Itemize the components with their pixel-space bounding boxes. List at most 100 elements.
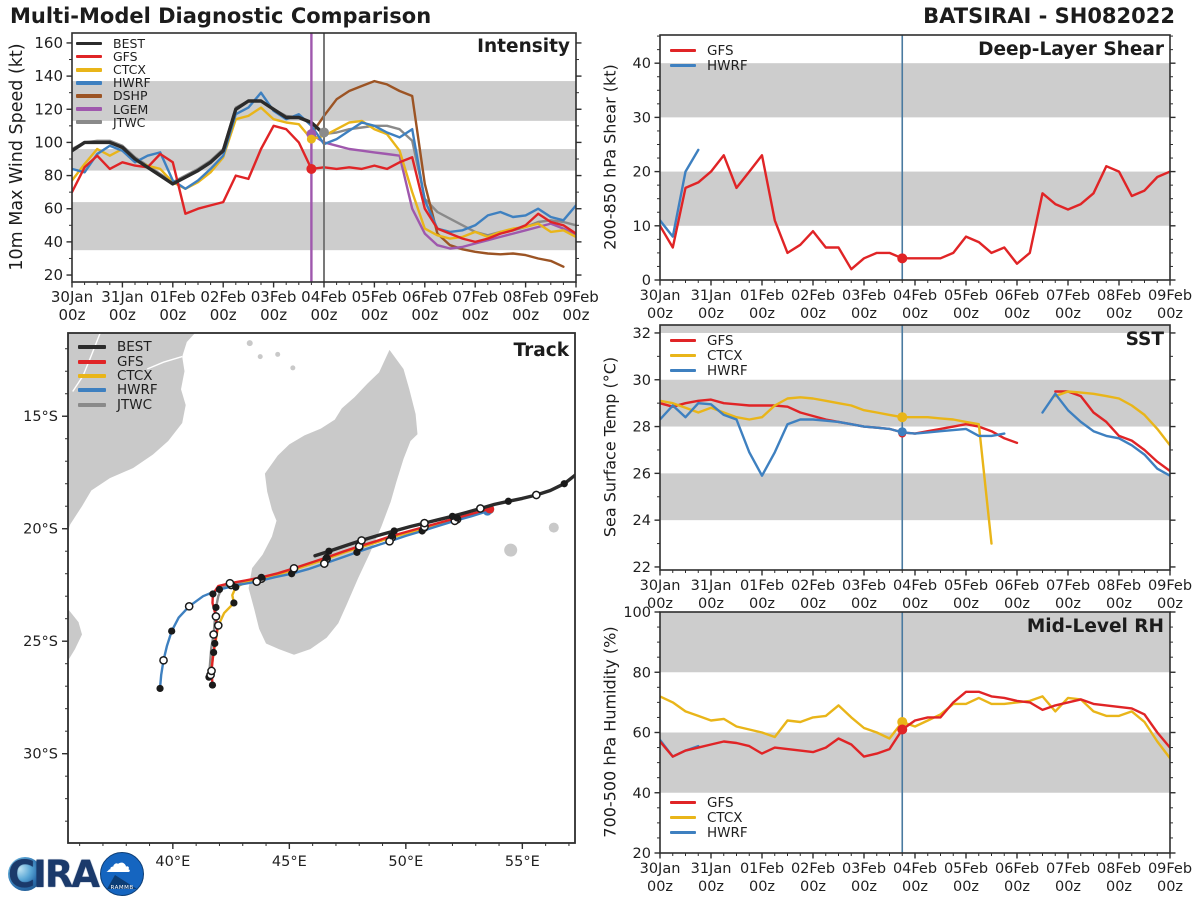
- legend-item-gfs: GFS: [78, 353, 158, 370]
- track-marker: [210, 648, 218, 657]
- shear-chart: 30Jan 00z 31Jan 00z 01Feb 00z 02Feb 00z 03Feb 00z…: [633, 34, 1192, 322]
- svg-text:20°S: 20°S: [23, 522, 58, 538]
- sst-chart: 30Jan 00z 31Jan 00z 01Feb 00z 02Feb 00z 03Feb 00z…: [633, 324, 1192, 612]
- legend-label: CTCX: [707, 809, 743, 826]
- cloud-icon: ☁: [105, 852, 132, 879]
- shear-init-dot-gfs: [897, 253, 908, 264]
- legend-item-jtwc: JTWC: [76, 115, 151, 130]
- rh-init-dot-gfs: [897, 724, 908, 735]
- track-marker: [531, 490, 541, 500]
- track-marker: [232, 583, 240, 591]
- svg-text:08Feb: 08Feb: [1097, 861, 1141, 877]
- svg-text:05Feb: 05Feb: [944, 578, 988, 594]
- svg-text:00z: 00z: [59, 306, 86, 324]
- legend-label: LGEM: [113, 101, 149, 117]
- track-marker: [215, 585, 224, 594]
- svg-text:10: 10: [633, 219, 651, 235]
- svg-text:00z: 00z: [1157, 879, 1183, 895]
- svg-text:20: 20: [633, 165, 651, 181]
- legend-item-ctcx: CTCX: [76, 62, 151, 77]
- svg-text:07Feb: 07Feb: [1046, 288, 1090, 304]
- track-marker: [213, 621, 223, 630]
- track-marker: [357, 536, 366, 545]
- svg-text:00z: 00z: [311, 306, 338, 324]
- legend-swatch-gfs: [78, 359, 106, 364]
- rh-series-CTCX: [660, 695, 1170, 760]
- svg-text:04Feb: 04Feb: [893, 288, 937, 304]
- svg-text:100: 100: [623, 605, 651, 621]
- legend-swatch-hwrf: [76, 81, 102, 85]
- island: [548, 522, 559, 533]
- legend-label: GFS: [707, 332, 734, 349]
- svg-text:30°S: 30°S: [23, 747, 58, 763]
- svg-text:30Jan: 30Jan: [51, 288, 93, 306]
- svg-text:02Feb: 02Feb: [791, 578, 835, 594]
- svg-text:08Feb: 08Feb: [1097, 288, 1141, 304]
- intensity-series-LGEM: [310, 132, 576, 250]
- svg-text:0: 0: [642, 273, 651, 289]
- intensity-series-DSHP: [310, 79, 565, 268]
- svg-text:00z: 00z: [1055, 879, 1081, 895]
- shear-legend: GFS HWRF: [670, 43, 748, 74]
- svg-text:06Feb: 06Feb: [995, 861, 1039, 877]
- svg-text:06Feb: 06Feb: [402, 288, 448, 306]
- svg-text:09Feb: 09Feb: [1148, 288, 1192, 304]
- svg-text:40: 40: [633, 56, 651, 72]
- island: [257, 354, 263, 360]
- africa-landmass: [68, 333, 196, 531]
- svg-text:30Jan: 30Jan: [640, 861, 681, 877]
- svg-text:00z: 00z: [698, 306, 724, 322]
- track-marker: [209, 630, 218, 639]
- svg-text:28: 28: [633, 420, 651, 436]
- svg-text:00z: 00z: [647, 879, 673, 895]
- legend-label: BEST: [117, 339, 152, 356]
- svg-text:31Jan: 31Jan: [691, 861, 732, 877]
- legend-item-hwrf: HWRF: [670, 825, 748, 841]
- svg-text:01Feb: 01Feb: [150, 288, 196, 306]
- svg-text:40°E: 40°E: [155, 854, 190, 870]
- svg-text:05Feb: 05Feb: [944, 861, 988, 877]
- svg-text:00z: 00z: [361, 306, 388, 324]
- legend-item-hwrf: HWRF: [670, 58, 748, 74]
- svg-text:31Jan: 31Jan: [101, 288, 143, 306]
- intensity-legend: BEST GFS CTCX HWRF DSHP LGEM JTWC: [76, 36, 151, 130]
- svg-text:00z: 00z: [800, 596, 826, 612]
- svg-text:00z: 00z: [902, 879, 928, 895]
- legend-label: HWRF: [113, 75, 151, 91]
- svg-text:00z: 00z: [260, 306, 287, 324]
- svg-text:01Feb: 01Feb: [740, 288, 784, 304]
- svg-text:32: 32: [633, 326, 651, 342]
- svg-text:08Feb: 08Feb: [503, 288, 549, 306]
- sst-y-axis-label: Sea Surface Temp (°C): [600, 356, 620, 538]
- legend-item-jtwc: JTWC: [78, 396, 158, 413]
- legend-label: JTWC: [117, 396, 153, 413]
- legend-item-hwrf: HWRF: [670, 363, 748, 379]
- svg-text:00z: 00z: [953, 596, 979, 612]
- rh-series-GFS: [660, 690, 1170, 758]
- svg-text:01Feb: 01Feb: [740, 578, 784, 594]
- svg-text:00z: 00z: [1106, 306, 1132, 322]
- legend-item-lgem: LGEM: [76, 101, 151, 117]
- svg-text:00z: 00z: [563, 306, 590, 324]
- track-marker: [390, 527, 398, 535]
- svg-text:00z: 00z: [647, 596, 673, 612]
- intensity-init-dot-ctcx: [306, 134, 316, 144]
- svg-text:00z: 00z: [1157, 306, 1183, 322]
- storm-title: BATSIRAI - SH082022: [923, 4, 1175, 28]
- svg-text:25°S: 25°S: [23, 634, 58, 650]
- svg-text:00z: 00z: [1106, 879, 1132, 895]
- track-marker: [212, 603, 220, 612]
- svg-text:08Feb: 08Feb: [1097, 578, 1141, 594]
- svg-text:01Feb: 01Feb: [740, 861, 784, 877]
- svg-text:100: 100: [34, 133, 63, 151]
- intensity-init-dot-jtwc: [319, 127, 329, 138]
- intensity-chart: 30Jan00z31Jan00z01Feb00z02Feb00z03Feb00z…: [34, 32, 599, 324]
- legend-item-best: BEST: [76, 36, 151, 51]
- legend-label: GFS: [117, 353, 144, 370]
- svg-text:80: 80: [44, 167, 63, 185]
- legend-label: GFS: [113, 49, 138, 65]
- track-marker: [208, 681, 217, 689]
- svg-text:120: 120: [34, 100, 63, 118]
- africa-landmass: [68, 608, 82, 661]
